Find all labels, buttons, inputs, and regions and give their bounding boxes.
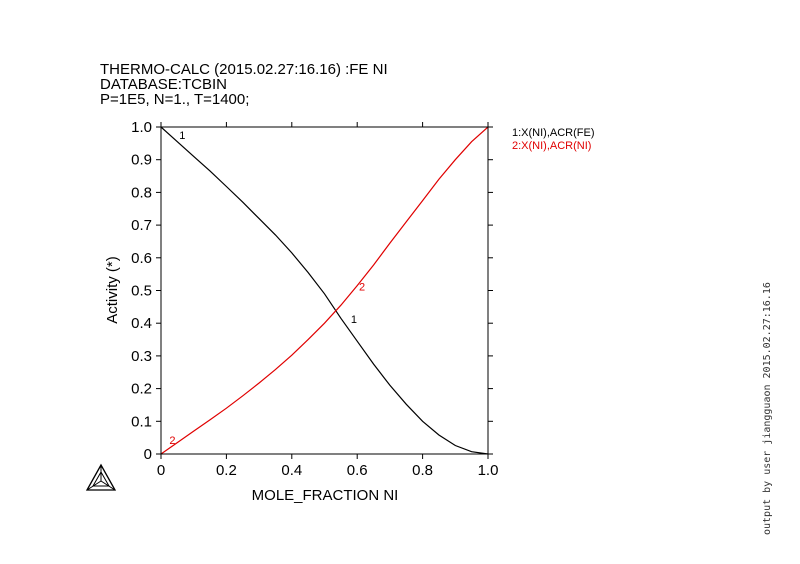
series-2-curve-label: 2 [359,282,365,294]
series-1-curve-label: 1 [179,130,185,142]
chart-title-line-3: P=1E5, N=1., T=1400; [100,91,250,108]
x-tick-label: 0.8 [412,462,433,479]
y-tick-label: 0.1 [131,413,152,430]
y-tick-label: 0.4 [131,315,152,332]
y-tick-label: 0.5 [131,283,152,300]
x-tick-label: 0.2 [216,462,237,479]
series-2-curve-label: 2 [169,435,175,447]
y-axis-label: Activity (*) [104,256,121,324]
x-tick-label: 0 [157,462,165,479]
series-1-line [160,126,489,455]
x-tick-label: 0.4 [281,462,302,479]
series-1-curve-label: 1 [351,314,357,326]
output-by-note: output by user jiangguaon 2015.02.27:16.… [762,282,773,535]
x-axis-label: MOLE_FRACTION NI [252,487,399,504]
legend-series-2: 2:X(NI),ACR(NI) [512,140,592,152]
x-tick-label: 0.6 [347,462,368,479]
x-tick-label: 1.0 [478,462,499,479]
y-tick-label: 0.8 [131,184,152,201]
plot-frame [160,126,489,455]
y-tick-label: 0.2 [131,381,152,398]
chart-title-line-1: THERMO-CALC (2015.02.27:16.16) :FE NI [100,61,388,78]
y-tick-label: 0.9 [131,152,152,169]
chart-title-line-2: DATABASE:TCBIN [100,76,227,93]
y-tick-label: 0.6 [131,250,152,267]
y-tick-label: 0 [144,446,152,463]
series-2-line [160,126,489,455]
y-tick-label: 0.3 [131,348,152,365]
y-tick-label: 1.0 [131,119,152,136]
legend-series-1: 1:X(NI),ACR(FE) [512,127,595,139]
thermo-calc-logo-icon [85,463,117,491]
y-tick-label: 0.7 [131,217,152,234]
